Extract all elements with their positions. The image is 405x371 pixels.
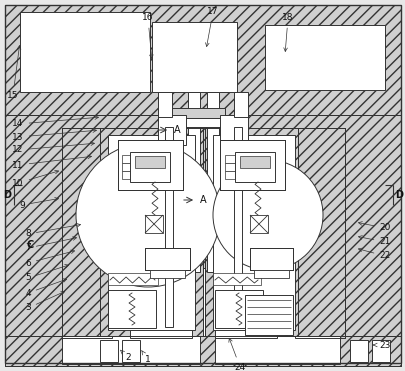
Bar [145, 248, 190, 270]
Bar [149, 270, 185, 278]
Text: 17: 17 [205, 7, 218, 46]
Bar [155, 268, 254, 336]
Bar [294, 128, 344, 338]
Bar [224, 155, 244, 163]
Text: 18: 18 [281, 13, 293, 52]
Text: 2: 2 [120, 350, 130, 361]
Bar [224, 163, 244, 171]
Text: 10: 10 [12, 170, 58, 187]
Text: 6: 6 [25, 250, 75, 267]
Bar [220, 140, 284, 190]
Text: 3: 3 [25, 291, 64, 312]
Bar [215, 336, 339, 364]
Bar [233, 92, 247, 117]
Text: 16: 16 [142, 13, 153, 59]
Text: D: D [3, 190, 11, 200]
Bar [62, 128, 112, 338]
Text: D: D [394, 190, 402, 200]
Bar [122, 340, 140, 362]
Text: 23: 23 [373, 341, 390, 349]
Bar [207, 92, 218, 272]
Bar [100, 128, 202, 336]
Text: 12: 12 [12, 142, 94, 154]
Bar [108, 290, 156, 328]
Circle shape [213, 160, 322, 270]
Text: 5: 5 [25, 265, 68, 282]
Bar [62, 128, 112, 338]
Bar [215, 290, 262, 328]
Text: 15: 15 [7, 46, 21, 99]
Bar [5, 5, 400, 115]
Bar [62, 336, 200, 364]
Bar [220, 140, 284, 190]
Circle shape [76, 143, 220, 287]
Text: 21: 21 [358, 236, 390, 246]
Bar [188, 92, 200, 272]
Text: 1: 1 [141, 350, 151, 364]
Bar [234, 152, 274, 182]
Bar [249, 248, 292, 270]
Bar [145, 248, 190, 270]
Bar [224, 171, 244, 179]
Bar [233, 127, 241, 327]
Bar [205, 128, 297, 336]
Text: 14: 14 [12, 116, 98, 128]
Bar [5, 5, 400, 115]
Bar [158, 115, 185, 145]
Text: 24: 24 [228, 338, 245, 371]
Bar [239, 156, 269, 168]
Bar [130, 270, 192, 338]
Bar [294, 128, 344, 338]
Bar [151, 22, 237, 92]
Bar [170, 108, 224, 118]
Bar [213, 135, 294, 330]
Bar [5, 336, 400, 366]
Bar [122, 171, 142, 179]
Bar [62, 128, 202, 336]
Bar [264, 25, 384, 90]
Bar [220, 140, 284, 190]
Text: 13: 13 [12, 129, 96, 141]
Text: A: A [173, 125, 180, 135]
Text: 4: 4 [25, 279, 66, 298]
Bar [213, 273, 260, 285]
Bar [232, 128, 342, 336]
Bar [205, 128, 297, 336]
Bar [122, 163, 142, 171]
Bar [100, 128, 202, 336]
Bar [145, 215, 162, 233]
Bar [164, 117, 230, 127]
Text: 22: 22 [358, 248, 390, 260]
Bar [5, 336, 400, 366]
Bar [158, 92, 172, 117]
Bar [349, 340, 367, 362]
Bar [135, 156, 164, 168]
Bar [122, 155, 142, 163]
Bar [130, 152, 170, 182]
Bar [220, 115, 247, 145]
Bar [145, 248, 190, 270]
Bar [215, 270, 276, 338]
Bar [118, 140, 183, 190]
Bar [108, 273, 158, 285]
Bar [254, 270, 288, 278]
Bar [249, 248, 292, 270]
Bar [249, 215, 267, 233]
Text: C: C [26, 240, 34, 250]
Text: 11: 11 [12, 155, 91, 170]
Bar [249, 248, 292, 270]
Text: 7: 7 [25, 237, 76, 253]
Bar [20, 12, 149, 92]
Text: A: A [199, 195, 206, 205]
Bar [244, 295, 292, 335]
Bar [371, 340, 389, 362]
Text: 20: 20 [358, 221, 390, 233]
Bar [118, 140, 183, 190]
Bar [164, 127, 173, 327]
Text: 9: 9 [19, 197, 58, 210]
Bar [108, 135, 194, 330]
Bar [118, 140, 183, 190]
Text: 8: 8 [25, 223, 80, 239]
Bar [100, 340, 118, 362]
